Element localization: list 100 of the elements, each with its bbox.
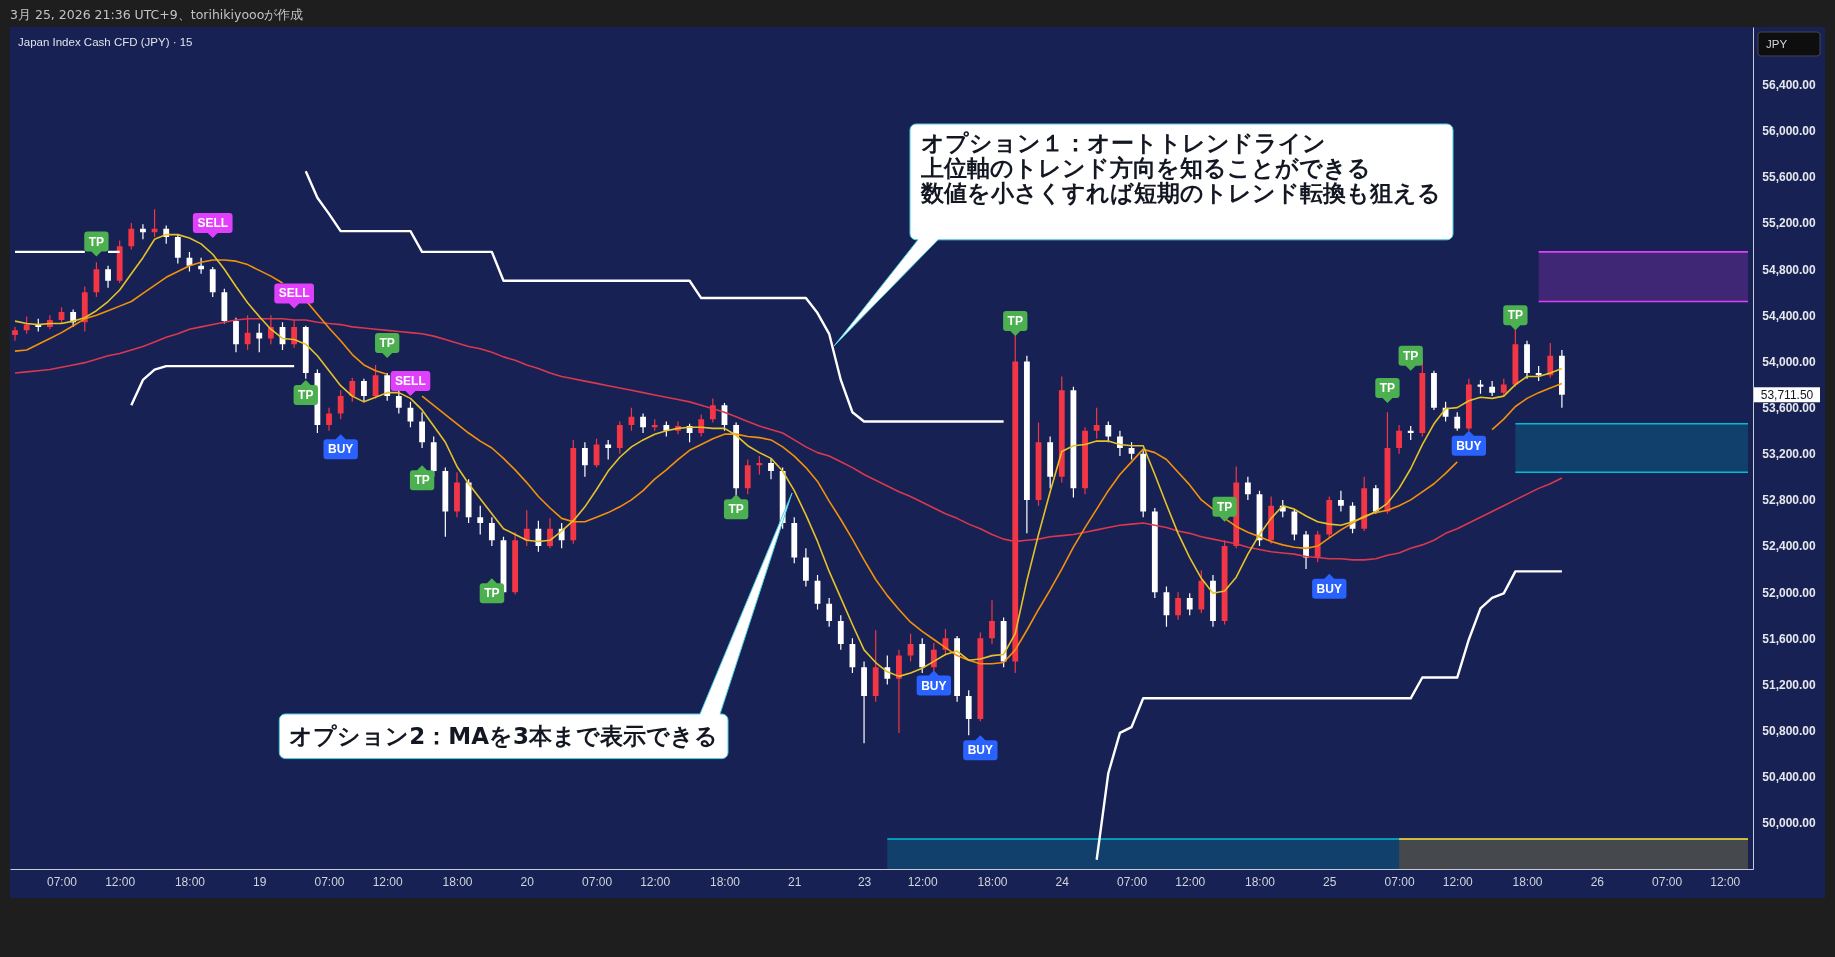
candlestick: [1082, 427, 1088, 495]
x-tick-label: 23: [857, 874, 872, 889]
text: TP: [728, 502, 744, 517]
candlestick: [837, 615, 844, 650]
candlestick: [1268, 496, 1275, 544]
candlestick: [419, 412, 425, 448]
text: 53,711.50: [1760, 387, 1814, 402]
text: BUY: [1316, 581, 1342, 596]
candlestick: [1291, 509, 1298, 541]
candlestick: [361, 378, 367, 402]
candlestick: [826, 597, 833, 627]
candlestick: [395, 390, 402, 414]
y-tick-label: 50,000.00: [1762, 816, 1817, 831]
text: TP: [1007, 314, 1023, 329]
candlestick: [872, 630, 879, 702]
text: TP: [1379, 381, 1396, 396]
candlestick: [640, 413, 646, 434]
candlestick: [896, 649, 902, 733]
line-series: [130, 364, 296, 407]
annotation: オプション2：MAを3本まで表示できる: [289, 723, 718, 750]
candlestick: [651, 419, 658, 431]
text: TP: [484, 586, 500, 601]
candlestick: [1093, 407, 1100, 439]
x-tick-label: 12:00: [640, 874, 671, 889]
candlestick: [1198, 570, 1205, 613]
candlestick: [1012, 334, 1019, 673]
candlestick: [1221, 540, 1228, 625]
candlestick: [744, 459, 751, 495]
y-tick-label: 55,600.00: [1762, 170, 1817, 185]
candlestick: [1465, 378, 1472, 431]
x-tick-label: 19: [253, 874, 267, 889]
candlestick: [233, 317, 239, 353]
series-label: BUY: [327, 442, 354, 457]
y-tick-label: 52,800.00: [1762, 493, 1817, 508]
candlestick: [442, 467, 449, 537]
candlestick: [535, 520, 542, 552]
candlestick: [1058, 376, 1065, 483]
candlestick: [570, 439, 577, 544]
candlestick: [1524, 340, 1530, 379]
y-tick-label: 54,000.00: [1762, 354, 1817, 369]
text: TP: [414, 473, 430, 488]
y-tick-label: 51,200.00: [1762, 677, 1817, 692]
y-tick-label: 56,000.00: [1762, 124, 1817, 139]
y-tick-label: 54,800.00: [1762, 262, 1817, 277]
candlestick: [140, 224, 146, 240]
x-tick-label: 07:00: [47, 874, 78, 889]
x-tick-label: 18:00: [442, 874, 473, 889]
candlestick: [1175, 592, 1181, 620]
y-tick-label: 52,000.00: [1762, 585, 1817, 600]
candlestick: [861, 661, 867, 744]
candlestick: [1210, 574, 1216, 627]
x-tick-label: 12:00: [105, 874, 136, 889]
text: TP: [1216, 499, 1233, 514]
candlestick: [709, 398, 716, 423]
candlestick: [198, 257, 204, 274]
candlestick: [965, 690, 972, 736]
candlestick: [512, 532, 519, 595]
candlestick: [802, 548, 809, 587]
candlestick: [12, 326, 18, 341]
candlestick: [302, 325, 309, 379]
x-tick-label: 18:00: [977, 874, 1008, 889]
candlestick: [221, 288, 228, 324]
x-tick-label: 25: [1323, 874, 1337, 889]
candlestick: [1117, 430, 1123, 457]
candlestick: [1314, 531, 1321, 563]
x-tick-label: 21: [788, 874, 802, 889]
candlestick: [349, 377, 356, 402]
candlestick: [1047, 436, 1054, 489]
candlestick: [768, 458, 774, 480]
candlestick: [1547, 343, 1554, 378]
candlestick: [1454, 412, 1461, 431]
x-tick-label: 24: [1055, 874, 1070, 889]
candlestick: [977, 632, 984, 722]
candlestick: [523, 510, 530, 547]
candlestick: [116, 240, 123, 284]
candlestick: [128, 223, 135, 250]
y-tick-label: 51,600.00: [1762, 631, 1817, 646]
x-tick-label: 20: [520, 874, 535, 889]
x-tick-label: 26: [1590, 874, 1605, 889]
x-tick-label: 07:00: [582, 874, 613, 889]
y-tick-label: 54,400.00: [1762, 308, 1817, 323]
x-tick-label: 07:00: [1384, 874, 1415, 889]
y-tick-label: 55,200.00: [1762, 216, 1817, 231]
candlestick: [209, 266, 216, 297]
candlestick: [1396, 424, 1402, 454]
x-tick-label: 18:00: [174, 874, 206, 889]
text: TP: [298, 387, 314, 402]
x-tick-label: 12:00: [1710, 874, 1741, 889]
x-tick-label: 12:00: [907, 874, 939, 889]
candlestick: [1489, 381, 1496, 397]
candlestick: [1431, 370, 1437, 410]
candlestick: [1244, 476, 1251, 500]
text: TP: [1507, 308, 1524, 323]
y-tick-label: 56,400.00: [1762, 78, 1817, 93]
x-tick-label: 18:00: [1512, 874, 1543, 889]
candlestick: [1140, 450, 1147, 518]
x-tick-label: 18:00: [709, 874, 741, 889]
text: 3月 25, 2026 21:36 UTC+9、torihikiyoooが作成: [10, 6, 304, 22]
candlestick: [698, 414, 705, 437]
text: BUY: [1456, 438, 1482, 453]
